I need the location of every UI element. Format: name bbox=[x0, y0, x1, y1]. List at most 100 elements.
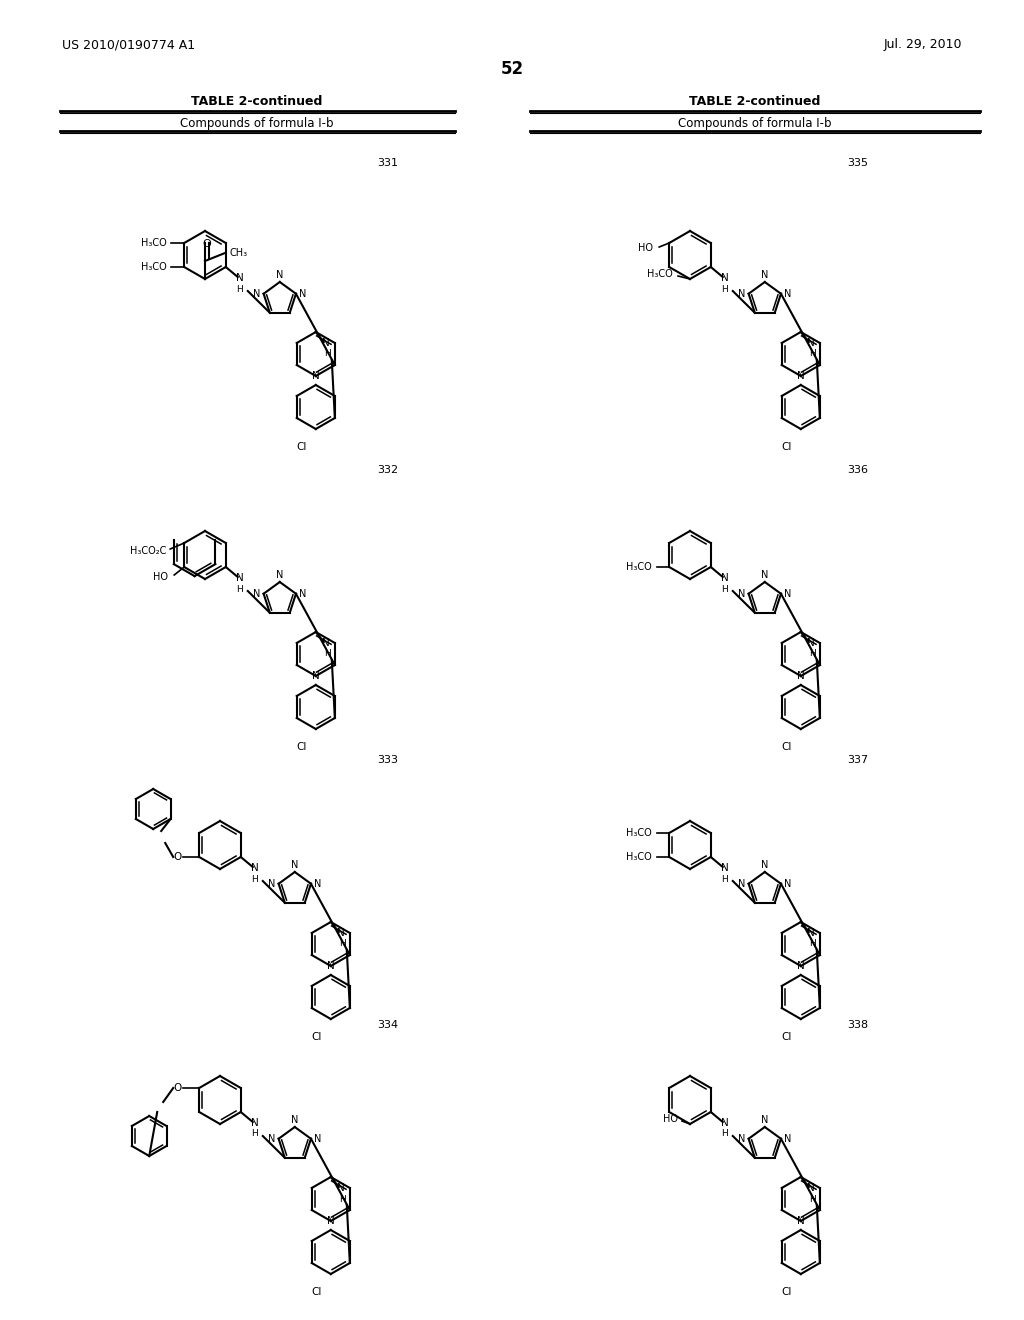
Text: N: N bbox=[251, 863, 259, 873]
Text: Cl: Cl bbox=[781, 1287, 792, 1298]
Text: H: H bbox=[809, 1195, 816, 1204]
Text: N: N bbox=[738, 1134, 745, 1143]
Text: N: N bbox=[322, 638, 330, 648]
Text: Cl: Cl bbox=[297, 742, 307, 752]
Text: 331: 331 bbox=[378, 158, 398, 168]
Text: N: N bbox=[784, 1134, 792, 1143]
Text: N: N bbox=[312, 671, 319, 681]
Text: N: N bbox=[291, 861, 298, 870]
Text: TABLE 2-continued: TABLE 2-continued bbox=[191, 95, 323, 108]
Text: 338: 338 bbox=[848, 1020, 868, 1030]
Text: O: O bbox=[173, 1082, 181, 1093]
Text: H: H bbox=[237, 585, 243, 594]
Text: N: N bbox=[337, 928, 345, 939]
Text: O: O bbox=[173, 851, 181, 862]
Text: N: N bbox=[291, 1115, 298, 1125]
Text: Cl: Cl bbox=[311, 1287, 322, 1298]
Text: H: H bbox=[722, 585, 728, 594]
Text: N: N bbox=[721, 863, 729, 873]
Text: N: N bbox=[721, 1118, 729, 1129]
Text: N: N bbox=[327, 961, 335, 972]
Text: N: N bbox=[299, 589, 306, 599]
Text: H: H bbox=[325, 649, 331, 659]
Text: N: N bbox=[236, 573, 244, 583]
Text: N: N bbox=[797, 371, 805, 381]
Text: N: N bbox=[784, 589, 792, 599]
Text: N: N bbox=[251, 1118, 259, 1129]
Text: H: H bbox=[339, 1195, 346, 1204]
Text: US 2010/0190774 A1: US 2010/0190774 A1 bbox=[62, 38, 196, 51]
Text: 334: 334 bbox=[378, 1020, 398, 1030]
Text: N: N bbox=[807, 928, 815, 939]
Text: N: N bbox=[253, 289, 261, 298]
Text: N: N bbox=[276, 271, 284, 280]
Text: N: N bbox=[797, 671, 805, 681]
Text: N: N bbox=[268, 879, 275, 888]
Text: H: H bbox=[809, 350, 816, 359]
Text: N: N bbox=[807, 338, 815, 348]
Text: N: N bbox=[314, 879, 322, 888]
Text: N: N bbox=[236, 273, 244, 282]
Text: HO: HO bbox=[663, 1114, 678, 1125]
Text: H₃CO: H₃CO bbox=[627, 828, 652, 838]
Text: Cl: Cl bbox=[311, 1032, 322, 1041]
Text: N: N bbox=[314, 1134, 322, 1143]
Text: CH₃: CH₃ bbox=[229, 248, 247, 257]
Text: 52: 52 bbox=[501, 59, 523, 78]
Text: H: H bbox=[339, 940, 346, 949]
Text: N: N bbox=[738, 289, 745, 298]
Text: Jul. 29, 2010: Jul. 29, 2010 bbox=[884, 38, 962, 51]
Text: H₃CO: H₃CO bbox=[141, 261, 167, 272]
Text: N: N bbox=[312, 371, 319, 381]
Text: N: N bbox=[253, 589, 261, 599]
Text: N: N bbox=[761, 1115, 768, 1125]
Text: 337: 337 bbox=[848, 755, 868, 766]
Text: N: N bbox=[327, 1216, 335, 1226]
Text: 336: 336 bbox=[848, 465, 868, 475]
Text: N: N bbox=[797, 1216, 805, 1226]
Text: Compounds of formula I-b: Compounds of formula I-b bbox=[180, 117, 334, 129]
Text: N: N bbox=[268, 1134, 275, 1143]
Text: H₃CO₂C: H₃CO₂C bbox=[130, 546, 167, 556]
Text: Cl: Cl bbox=[781, 1032, 792, 1041]
Text: HO: HO bbox=[153, 572, 168, 582]
Text: N: N bbox=[761, 570, 768, 579]
Text: H: H bbox=[809, 649, 816, 659]
Text: N: N bbox=[299, 289, 306, 298]
Text: N: N bbox=[721, 273, 729, 282]
Text: H: H bbox=[252, 874, 258, 883]
Text: Cl: Cl bbox=[781, 442, 792, 451]
Text: H: H bbox=[722, 874, 728, 883]
Text: H: H bbox=[722, 1130, 728, 1138]
Text: H: H bbox=[722, 285, 728, 293]
Text: H: H bbox=[325, 350, 331, 359]
Text: H₃CO: H₃CO bbox=[647, 269, 673, 279]
Text: N: N bbox=[797, 961, 805, 972]
Text: N: N bbox=[807, 1183, 815, 1193]
Text: H: H bbox=[252, 1130, 258, 1138]
Text: N: N bbox=[322, 338, 330, 348]
Text: N: N bbox=[761, 861, 768, 870]
Text: Compounds of formula I-b: Compounds of formula I-b bbox=[678, 117, 831, 129]
Text: H: H bbox=[237, 285, 243, 293]
Text: TABLE 2-continued: TABLE 2-continued bbox=[689, 95, 820, 108]
Text: N: N bbox=[721, 573, 729, 583]
Text: O: O bbox=[203, 239, 211, 249]
Text: N: N bbox=[807, 638, 815, 648]
Text: Cl: Cl bbox=[781, 742, 792, 752]
Text: H₃CO: H₃CO bbox=[141, 238, 167, 248]
Text: N: N bbox=[784, 879, 792, 888]
Text: N: N bbox=[784, 289, 792, 298]
Text: 333: 333 bbox=[378, 755, 398, 766]
Text: H₃CO: H₃CO bbox=[627, 562, 652, 572]
Text: HO: HO bbox=[638, 243, 652, 253]
Text: 332: 332 bbox=[378, 465, 398, 475]
Text: Cl: Cl bbox=[297, 442, 307, 451]
Text: N: N bbox=[738, 879, 745, 888]
Text: N: N bbox=[276, 570, 284, 579]
Text: H₃CO: H₃CO bbox=[627, 851, 652, 862]
Text: N: N bbox=[738, 589, 745, 599]
Text: H: H bbox=[809, 940, 816, 949]
Text: 335: 335 bbox=[848, 158, 868, 168]
Text: N: N bbox=[761, 271, 768, 280]
